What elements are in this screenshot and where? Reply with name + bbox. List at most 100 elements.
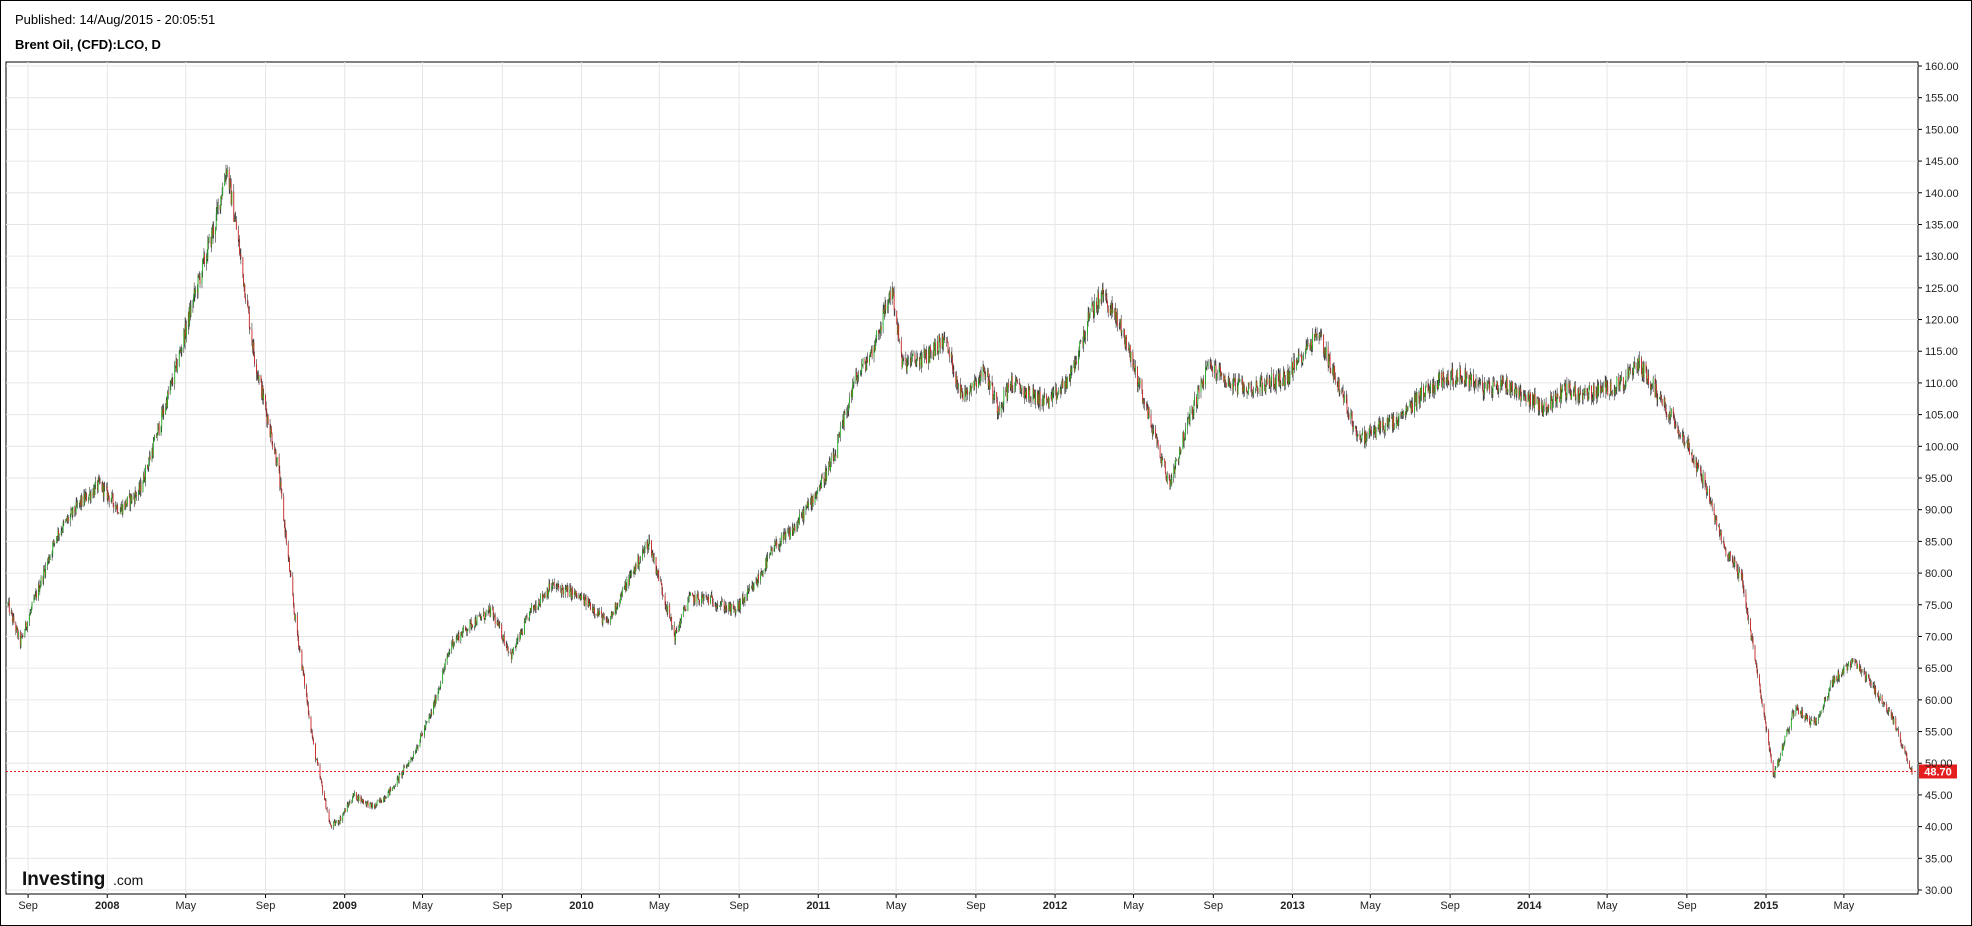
candle-body: [1071, 366, 1073, 373]
candle: [243, 273, 244, 287]
candle-body: [674, 635, 676, 642]
candle-body: [725, 604, 727, 609]
candle: [1002, 402, 1003, 410]
candle-body: [424, 727, 426, 729]
candle-body: [828, 460, 830, 467]
candle-body: [1051, 391, 1053, 402]
candle: [466, 628, 468, 637]
candle-body: [606, 620, 608, 623]
candle-body: [111, 493, 113, 501]
candle: [1094, 293, 1096, 318]
candle-body: [396, 777, 398, 787]
candle-body: [331, 826, 333, 828]
candle: [583, 597, 585, 606]
candle: [1205, 360, 1206, 390]
candle: [1279, 370, 1280, 387]
candle: [126, 496, 128, 507]
candle: [75, 497, 77, 515]
candle-body: [1343, 396, 1345, 403]
candle-body: [902, 358, 904, 360]
candle: [603, 612, 605, 621]
candle: [883, 302, 885, 314]
candle: [1368, 428, 1370, 440]
candle-body: [498, 622, 500, 627]
candle-body: [621, 588, 623, 596]
candle: [498, 621, 500, 629]
candle: [1451, 362, 1453, 380]
candle: [783, 528, 785, 541]
candle: [1115, 307, 1117, 328]
candle-body: [1488, 380, 1490, 382]
candle-body: [1461, 377, 1463, 380]
candle-body: [678, 622, 680, 629]
candle-body: [133, 495, 135, 497]
candle: [1066, 377, 1068, 389]
candle-body: [642, 549, 644, 551]
candle: [370, 801, 372, 804]
candle-body: [1174, 465, 1176, 473]
candle: [419, 738, 421, 748]
candle-body: [453, 643, 455, 647]
candle-body: [142, 483, 144, 492]
candle-body: [1368, 433, 1370, 436]
candle: [379, 797, 381, 804]
candle-body: [531, 605, 532, 610]
candle-body: [1454, 381, 1456, 385]
candle-body: [739, 600, 741, 610]
candle: [265, 401, 267, 417]
candle-body: [855, 372, 857, 381]
candle-body: [566, 586, 568, 590]
candle-body: [1260, 377, 1262, 380]
candle: [1223, 375, 1225, 388]
candle: [473, 625, 475, 631]
candle: [646, 540, 648, 550]
candle: [1194, 391, 1195, 406]
candle-body: [195, 289, 196, 294]
candle: [1413, 390, 1415, 418]
candle: [838, 431, 840, 437]
candle: [230, 178, 232, 205]
candle: [333, 820, 335, 830]
candle-body: [1473, 374, 1474, 387]
candle-body: [1297, 353, 1299, 364]
candle-body: [706, 595, 708, 599]
candle-body: [442, 671, 444, 684]
candle: [352, 796, 353, 803]
candle: [322, 785, 324, 796]
candle-body: [503, 634, 505, 640]
candle-body: [317, 763, 319, 766]
candle-body: [229, 179, 231, 189]
candle: [1434, 385, 1435, 399]
candle-body: [1371, 431, 1373, 435]
candle: [1265, 379, 1267, 396]
candle: [435, 694, 436, 707]
candle: [185, 320, 187, 343]
candle-body: [980, 372, 982, 377]
candle-body: [363, 799, 364, 804]
candle: [815, 491, 817, 499]
candle: [770, 545, 772, 555]
candle: [1493, 375, 1495, 382]
candle: [810, 497, 811, 505]
candle: [53, 539, 55, 548]
candle: [992, 382, 994, 405]
candle: [739, 598, 741, 613]
candle-body: [488, 607, 490, 610]
candle-body: [1319, 333, 1321, 335]
candle: [1029, 386, 1031, 404]
candle: [1302, 354, 1304, 366]
candle: [167, 386, 169, 400]
candle: [702, 591, 704, 604]
candle-body: [1486, 383, 1488, 391]
candle-body: [137, 492, 139, 497]
candle-body: [99, 478, 100, 482]
candle-body: [1216, 375, 1218, 380]
candle-body: [1044, 394, 1046, 396]
candle: [1016, 376, 1018, 382]
candle-body: [21, 635, 23, 638]
candle-body: [894, 309, 896, 311]
candle-body: [370, 802, 372, 804]
candle: [39, 585, 41, 596]
candle: [1147, 403, 1149, 419]
